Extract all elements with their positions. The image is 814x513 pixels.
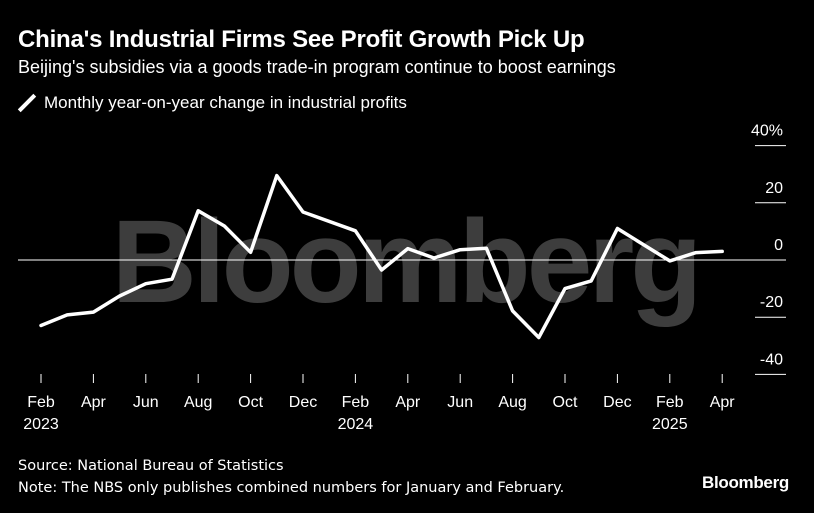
x-tick-label: Aug xyxy=(498,394,526,411)
source-note: Source: National Bureau of Statistics xyxy=(18,458,284,474)
footnote: Note: The NBS only publishes combined nu… xyxy=(18,480,565,496)
x-tick-label: Oct xyxy=(238,394,263,411)
x-tick-year-label: 2023 xyxy=(23,416,59,433)
x-tick-label: Jun xyxy=(447,394,473,411)
chart-subtitle: Beijing's subsidies via a goods trade-in… xyxy=(18,57,616,77)
x-tick-label: Apr xyxy=(81,394,107,411)
x-tick-year-label: 2025 xyxy=(652,416,688,433)
watermark: Bloomberg xyxy=(112,196,699,328)
x-tick-label: Apr xyxy=(395,394,421,411)
x-tick-label: Apr xyxy=(710,394,736,411)
x-tick-label: Feb xyxy=(27,394,55,411)
x-tick-label: Dec xyxy=(289,394,317,411)
x-tick-label: Aug xyxy=(184,394,212,411)
x-tick-label: Dec xyxy=(603,394,631,411)
series-layer xyxy=(39,173,724,340)
x-tick-year-label: 2024 xyxy=(338,416,374,433)
x-tick-label: Jun xyxy=(133,394,159,411)
bloomberg-logo: Bloomberg xyxy=(701,473,789,492)
legend: Monthly year-on-year change in industria… xyxy=(18,93,407,113)
series-line xyxy=(39,173,724,340)
y-tick-label: 40% xyxy=(751,123,783,140)
legend-label: Monthly year-on-year change in industria… xyxy=(44,93,407,112)
y-tick-label: 20 xyxy=(765,180,783,197)
x-tick-label: Feb xyxy=(342,394,370,411)
x-tick-label: Feb xyxy=(656,394,684,411)
y-tick-label: -40 xyxy=(760,351,783,368)
y-tick-label: 0 xyxy=(774,237,783,254)
y-tick-label: -20 xyxy=(760,294,783,311)
x-axis: Feb 2023 Apr Jun Aug Oct Dec Feb 2024 Apr Jun Aug Oc… xyxy=(23,374,735,433)
y-axis: 40% 20 0 -20 -40 xyxy=(751,123,786,375)
x-tick-label: Oct xyxy=(553,394,578,411)
chart-title: China's Industrial Firms See Profit Grow… xyxy=(18,26,585,53)
